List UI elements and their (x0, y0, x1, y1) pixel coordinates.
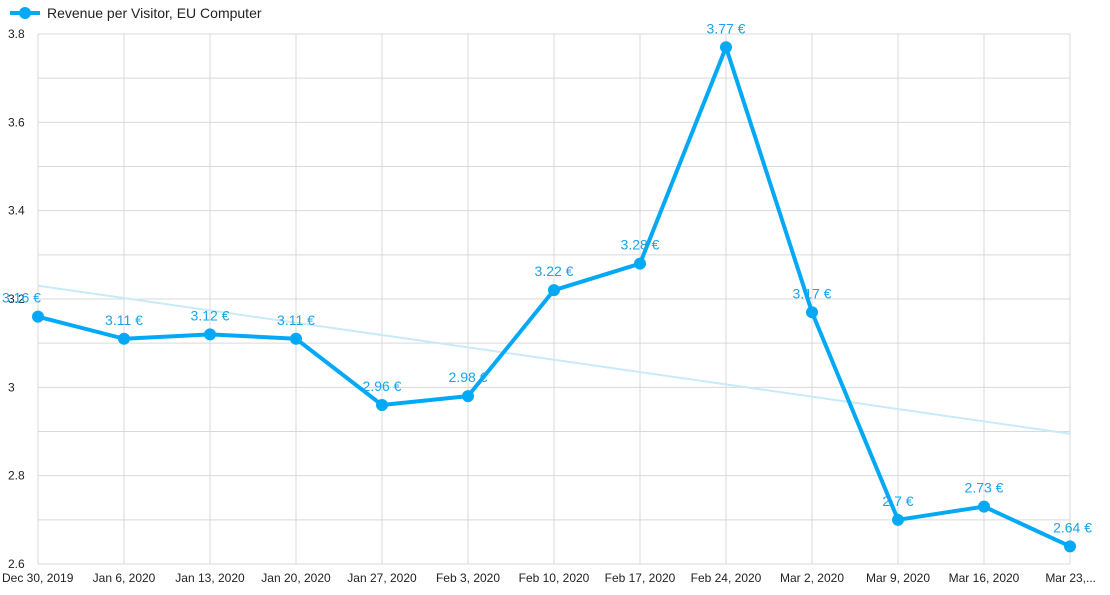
x-tick-label: Mar 16, 2020 (949, 571, 1020, 585)
x-tick-label: Feb 17, 2020 (605, 571, 676, 585)
x-axis-ticks: Dec 30, 2019 Jan 6, 2020 Jan 13, 2020 Jan 2… (2, 571, 1096, 585)
y-axis-ticks: 2.6 2.8 3 3.2 3.4 3.6 3.8 (8, 27, 25, 571)
data-label: 2.98 € (449, 369, 488, 385)
data-point (118, 332, 130, 345)
data-point (892, 513, 904, 526)
data-points (32, 41, 1076, 553)
trendline (37, 284, 1071, 435)
x-tick-label: Mar 9, 2020 (866, 571, 930, 585)
data-point (548, 284, 560, 297)
x-tick-label: Mar 2, 2020 (780, 571, 844, 585)
data-label: 3.16 € (2, 290, 41, 306)
y-tick-label: 3.4 (8, 204, 25, 218)
data-point (1064, 540, 1076, 553)
data-label: 3.12 € (191, 307, 230, 323)
data-labels: 3.16 €3.11 €3.12 €3.11 €2.96 €2.98 €3.22… (2, 20, 1092, 535)
legend-label: Revenue per Visitor, EU Computer (47, 5, 262, 21)
data-point (720, 41, 732, 54)
data-point (806, 306, 818, 319)
y-tick-label: 2.6 (8, 557, 25, 571)
x-tick-label: Feb 24, 2020 (691, 571, 762, 585)
data-label: 3.11 € (105, 312, 143, 328)
y-tick-label: 3.2 (8, 292, 25, 306)
data-label: 3.11 € (277, 312, 315, 328)
data-point (634, 257, 646, 270)
data-label: 3.17 € (793, 285, 832, 301)
x-tick-label: Feb 10, 2020 (519, 571, 590, 585)
y-tick-label: 3.6 (8, 115, 25, 129)
data-point (32, 310, 44, 323)
x-tick-label: Jan 27, 2020 (347, 571, 417, 585)
data-point (204, 328, 216, 341)
data-label: 3.22 € (535, 263, 574, 279)
x-tick-label: Mar 23,... (1045, 571, 1096, 585)
data-label: 3.28 € (621, 237, 660, 253)
x-tick-label: Jan 13, 2020 (175, 571, 245, 585)
data-label: 2.64 € (1053, 519, 1092, 535)
data-label: 2.96 € (363, 378, 402, 394)
data-point (462, 390, 474, 403)
x-tick-label: Jan 20, 2020 (261, 571, 331, 585)
legend[interactable]: Revenue per Visitor, EU Computer (10, 5, 262, 21)
data-point (978, 500, 990, 513)
gridlines (37, 33, 1071, 565)
legend-dot-marker (19, 7, 31, 19)
data-label: 2.73 € (965, 480, 1004, 496)
y-tick-label: 3 (8, 380, 15, 394)
y-tick-label: 2.8 (8, 469, 25, 483)
x-tick-label: Jan 6, 2020 (93, 571, 156, 585)
data-point (376, 399, 388, 411)
data-label: 3.77 € (707, 20, 746, 36)
x-tick-label: Feb 3, 2020 (436, 571, 500, 585)
data-label: 2.7 € (882, 493, 913, 509)
data-point (290, 332, 302, 345)
x-tick-label: Dec 30, 2019 (2, 571, 74, 585)
y-tick-label: 3.8 (8, 27, 25, 41)
